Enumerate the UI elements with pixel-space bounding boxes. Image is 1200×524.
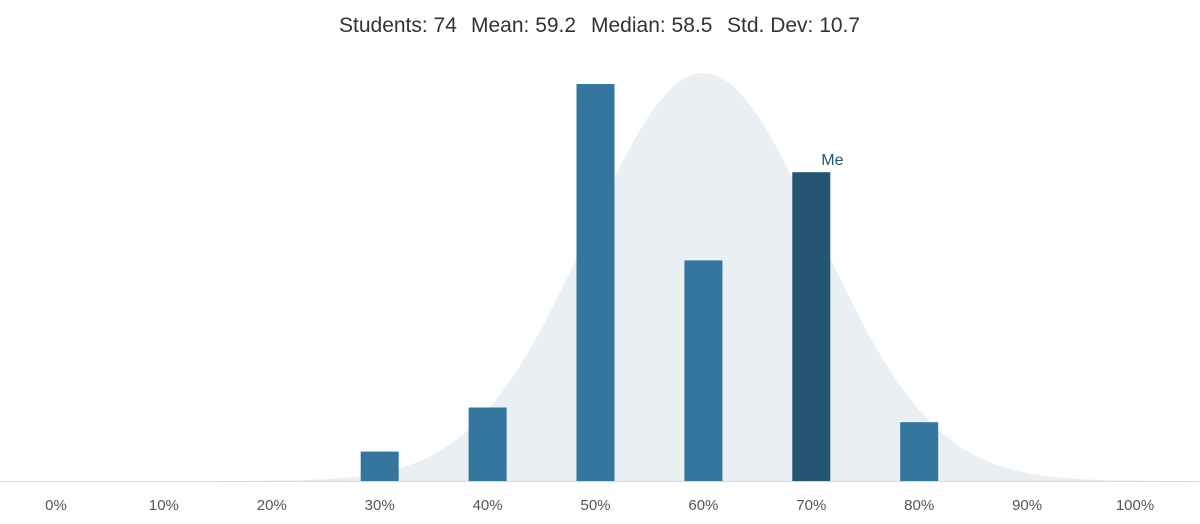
x-tick-label: 90%: [1012, 497, 1042, 514]
x-tick-label: 70%: [796, 497, 826, 514]
x-tick-label: 80%: [904, 497, 934, 514]
x-axis-tick-labels: 0% 10% 20% 30% 40% 50% 60% 70% 80% 90% 100%: [45, 497, 1154, 514]
bar-30pct[interactable]: [360, 451, 399, 481]
x-tick-label: 30%: [365, 497, 395, 514]
bar-40pct[interactable]: [468, 407, 507, 482]
mean-value: Mean: 59.2: [471, 14, 576, 37]
median-value: Median: 58.5: [591, 14, 712, 37]
x-tick-label: 40%: [473, 497, 503, 514]
x-tick-label: 0%: [45, 497, 67, 514]
students-count: Students: 74: [339, 14, 457, 37]
me-marker-label: Me: [821, 152, 843, 169]
bar-70pct[interactable]: [792, 172, 831, 481]
x-tick-label: 10%: [149, 497, 179, 514]
bars-group: Me: [360, 84, 939, 482]
bar-50pct[interactable]: [576, 84, 615, 481]
bar-60pct[interactable]: [684, 260, 723, 481]
x-tick-label: 50%: [580, 497, 610, 514]
x-tick-label: 60%: [688, 497, 718, 514]
x-tick-label: 100%: [1116, 497, 1154, 514]
x-tick-label: 20%: [257, 497, 287, 514]
std-dev-value: Std. Dev: 10.7: [727, 14, 860, 37]
stats-header: Students: 74 Mean: 59.2 Median: 58.5 Std…: [339, 14, 860, 37]
bar-80pct[interactable]: [900, 422, 939, 481]
